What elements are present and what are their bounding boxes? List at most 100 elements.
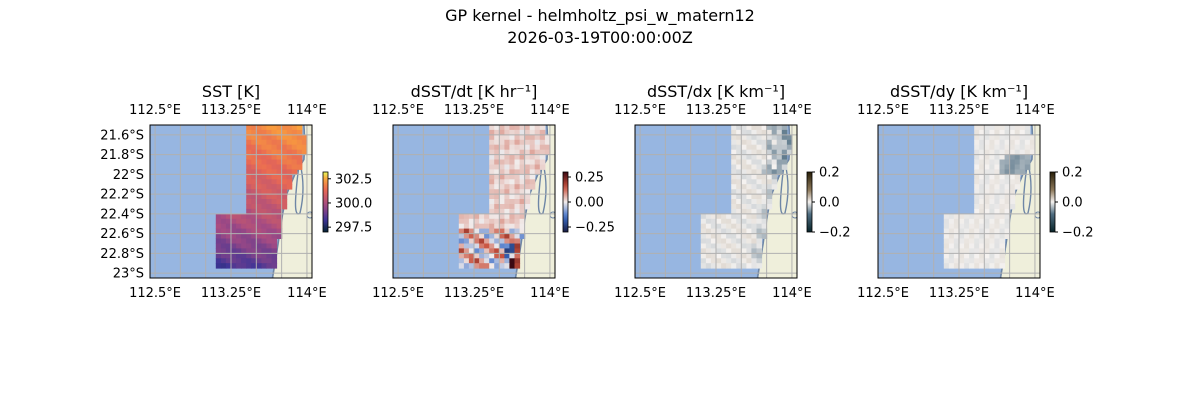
field-cell <box>731 218 737 225</box>
field-cell <box>959 248 965 254</box>
field-cell <box>731 248 737 254</box>
field-cell <box>534 154 541 160</box>
field-cell <box>756 223 763 230</box>
field-cell <box>1014 129 1021 136</box>
field-cell <box>276 199 283 205</box>
field-cell <box>746 263 752 269</box>
field-cell <box>1014 184 1021 190</box>
field-cell <box>1009 169 1016 175</box>
field-cell <box>261 223 267 230</box>
field-cell <box>959 263 965 269</box>
field-cell <box>736 263 742 269</box>
field-cell <box>716 213 722 220</box>
field-cell <box>271 154 278 160</box>
lat-tick-label: 23°S <box>113 267 144 282</box>
colorbar-tick-label: −0.2 <box>819 226 851 241</box>
field-cell <box>994 238 1000 244</box>
field-cell <box>984 134 990 141</box>
field-cell <box>1009 174 1016 180</box>
field-cell <box>281 154 288 160</box>
field-cell <box>499 238 505 244</box>
field-cell <box>984 129 990 136</box>
field-cell <box>948 238 955 244</box>
field-cell <box>1004 208 1011 215</box>
field-cell <box>458 228 465 234</box>
field-cell <box>984 174 990 180</box>
field-cell <box>529 169 536 175</box>
field-cell <box>746 179 752 185</box>
field-cell <box>225 228 232 234</box>
field-cell <box>731 213 737 220</box>
field-cell <box>519 174 526 180</box>
field-cell <box>276 218 283 225</box>
field-cell <box>746 223 752 230</box>
field-cell <box>705 228 712 234</box>
field-cell <box>766 194 773 200</box>
field-cell <box>746 134 752 141</box>
field-cell <box>984 238 990 244</box>
field-cell <box>948 248 955 254</box>
panel-title: dSST/dt [K hr⁻¹] <box>411 82 538 101</box>
field-cell <box>215 238 222 244</box>
field-cell <box>514 218 521 225</box>
field-cell <box>761 134 768 141</box>
field-cell <box>231 238 237 244</box>
field-cell <box>984 184 990 190</box>
field-cell <box>741 179 747 185</box>
field-cell <box>1009 154 1016 160</box>
field-cell <box>251 184 257 190</box>
field-cell <box>741 139 747 146</box>
field-cell <box>736 243 742 249</box>
field-cell <box>544 134 551 141</box>
field-cell <box>474 218 480 225</box>
field-cell <box>994 208 1000 215</box>
field-cell <box>736 199 742 205</box>
field-cell <box>509 179 515 185</box>
field-cell <box>741 223 747 230</box>
field-cell <box>468 243 475 249</box>
field-cell <box>220 248 227 254</box>
lon-tick-label-bottom: 112.5°E <box>857 286 909 301</box>
field-cell <box>994 253 1000 259</box>
field-cell <box>756 174 763 180</box>
field-cell <box>494 164 500 170</box>
lon-tick-label-top: 113.25°E <box>201 103 261 118</box>
field-cell <box>943 238 950 244</box>
field-cell <box>999 248 1006 254</box>
field-cell <box>756 159 763 165</box>
field-cell <box>700 258 707 264</box>
field-cell <box>220 218 227 225</box>
field-cell <box>271 233 278 239</box>
field-cell <box>271 189 278 195</box>
lon-tick-label-top: 112.5°E <box>372 103 424 118</box>
field-cell <box>266 223 272 230</box>
field-cell <box>494 263 500 269</box>
field-cell <box>994 263 1000 269</box>
field-cell <box>494 228 500 234</box>
field-cell <box>736 223 742 230</box>
field-cell <box>231 248 237 254</box>
field-cell <box>504 243 510 249</box>
map-panel: dSST/dy [K km⁻¹] 112.5°E 112.5°E 113.25°E 11… <box>857 82 1093 301</box>
field-cell <box>700 238 707 244</box>
field-cell <box>519 194 526 200</box>
field-cell <box>1014 154 1021 160</box>
field-cell <box>756 218 763 225</box>
field-cell <box>731 129 737 136</box>
field-cell <box>271 248 278 254</box>
field-cell <box>979 263 985 269</box>
field-cell <box>271 213 278 220</box>
field-cell <box>1014 149 1021 156</box>
field-cell <box>781 164 788 170</box>
field-cell <box>489 213 495 220</box>
map-frame <box>877 124 1041 279</box>
field-cell <box>746 208 752 215</box>
field-cell <box>489 125 495 131</box>
field-cell <box>999 253 1006 259</box>
field-cell <box>246 248 252 254</box>
field-cell <box>953 213 960 220</box>
field-cell <box>489 228 495 234</box>
field-cell <box>261 233 267 239</box>
field-cell <box>468 263 475 269</box>
field-cell <box>271 194 278 200</box>
